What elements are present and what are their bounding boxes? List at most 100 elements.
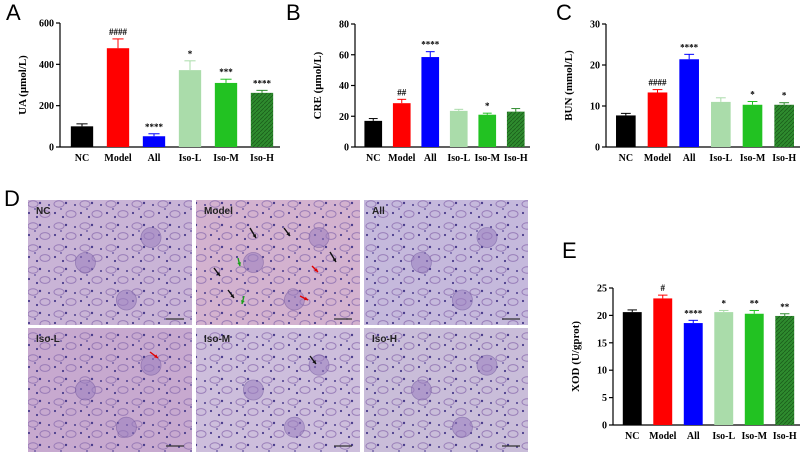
category-label: Iso-H <box>772 153 796 164</box>
y-tick-label: 40 <box>339 81 349 92</box>
bar-iso-m <box>478 115 496 147</box>
category-label: Iso-L <box>709 153 732 164</box>
category-label: Iso-H <box>773 431 797 442</box>
tissue-texture <box>28 200 192 325</box>
significance-label: **** <box>684 308 703 318</box>
y-tick-label: 25 <box>597 284 607 295</box>
significance-label: * <box>485 101 490 111</box>
y-axis-label: XOD (U/gprot) <box>570 321 582 392</box>
category-label: All <box>683 153 696 164</box>
glomerulus <box>411 253 431 273</box>
bar-iso-l <box>450 111 468 147</box>
category-label: Iso-H <box>504 153 528 164</box>
bar-all <box>684 323 703 425</box>
category-label: Iso-L <box>179 153 202 164</box>
bar-iso-m <box>745 314 764 425</box>
panel-letter-b: B <box>286 0 301 25</box>
category-label: Model <box>649 431 676 442</box>
tissue-texture <box>196 200 360 325</box>
category-label: NC <box>75 153 89 164</box>
significance-label: #### <box>649 78 668 88</box>
y-tick-label: 80 <box>339 20 349 31</box>
category-label: All <box>424 153 437 164</box>
y-tick-label: 20 <box>590 61 600 72</box>
significance-label: **** <box>421 40 440 50</box>
micrograph-model: Model <box>196 200 360 325</box>
tissue-texture <box>364 200 528 325</box>
bar-model <box>393 103 411 147</box>
category-label: Model <box>104 153 131 164</box>
significance-label: * <box>188 49 193 59</box>
significance-label: #### <box>109 27 128 37</box>
category-label: Iso-M <box>740 153 766 164</box>
micrograph-all: All <box>364 200 528 325</box>
glomerulus <box>477 228 497 248</box>
y-tick-label: 0 <box>595 143 600 154</box>
significance-label: * <box>722 298 727 308</box>
tissue-texture <box>28 328 192 452</box>
glomerulus <box>309 228 329 248</box>
bar-iso-l <box>711 102 731 147</box>
bar-model <box>107 48 129 147</box>
micrograph-label: Iso-H <box>372 334 397 345</box>
significance-label: **** <box>680 42 699 52</box>
y-tick-label: 0 <box>344 143 349 154</box>
micrograph-label: Iso-M <box>204 334 230 345</box>
bar-iso-l <box>714 312 733 425</box>
bar-all <box>679 59 699 147</box>
y-tick-label: 30 <box>590 20 600 31</box>
bar-nc <box>71 126 93 147</box>
category-label: Iso-M <box>741 431 767 442</box>
y-tick-label: 5 <box>602 393 607 404</box>
significance-label: ## <box>397 87 407 97</box>
category-label: Iso-H <box>250 153 274 164</box>
chart-bun: 0102030BUN (mmol/L)NC####Model****All Iso… <box>563 20 800 165</box>
glomerulus <box>411 380 431 400</box>
panel-letter-a: A <box>6 0 21 25</box>
panel-letter-c: C <box>556 0 572 25</box>
bar-model <box>653 298 672 425</box>
micrograph-iso-h: Iso-H <box>364 328 528 452</box>
bar-iso-m <box>743 105 763 147</box>
significance-label: # <box>661 283 666 293</box>
category-label: NC <box>625 431 639 442</box>
bar-iso-l <box>179 70 201 147</box>
category-label: Iso-L <box>712 431 735 442</box>
category-label: All <box>148 153 161 164</box>
category-label: Iso-M <box>213 153 239 164</box>
y-tick-label: 600 <box>39 19 54 30</box>
y-tick-label: 60 <box>339 50 349 61</box>
y-tick-label: 20 <box>597 311 607 322</box>
significance-label: **** <box>145 122 164 132</box>
y-tick-label: 20 <box>339 112 349 123</box>
glomerulus <box>116 417 136 437</box>
bar-nc <box>616 115 636 147</box>
y-axis-label: BUN (mmol/L) <box>563 50 575 121</box>
micrograph-label: NC <box>36 206 50 217</box>
panel-letter-e: E <box>562 238 577 263</box>
y-axis-label: CRE (μmol/L) <box>312 51 324 119</box>
bar-nc <box>623 312 642 425</box>
glomerulus <box>452 417 472 437</box>
significance-label: **** <box>253 78 272 88</box>
category-label: Iso-M <box>474 153 500 164</box>
significance-label: * <box>782 91 787 101</box>
category-label: Model <box>388 153 415 164</box>
significance-label: *** <box>219 67 233 77</box>
glomerulus <box>477 355 497 375</box>
glomerulus <box>243 380 263 400</box>
bar-all <box>143 136 165 147</box>
y-tick-label: 10 <box>590 102 600 113</box>
y-tick-label: 200 <box>39 101 54 112</box>
micrograph-nc: NC <box>28 200 192 325</box>
bar-all <box>421 57 439 147</box>
glomerulus <box>243 253 263 273</box>
tissue-texture <box>196 328 360 452</box>
bar-iso-m <box>215 83 237 147</box>
y-tick-label: 0 <box>602 421 607 432</box>
bar-iso-h <box>774 105 794 147</box>
significance-label: * <box>750 89 755 99</box>
